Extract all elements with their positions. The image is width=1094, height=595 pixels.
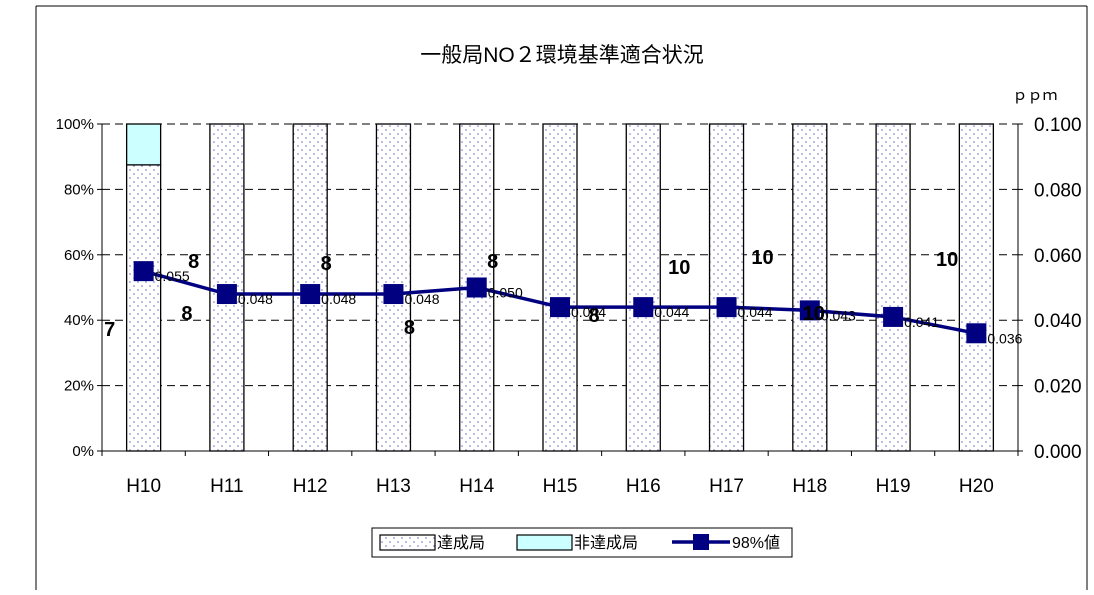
line-value-label: 0.055 — [155, 268, 190, 284]
line-value-label: 0.050 — [488, 285, 523, 301]
data-labels: 0.055 0.048 0.048 0.048 0.050 0.044 0.044 0.044… — [104, 247, 1023, 346]
station-count-label: 10 — [936, 249, 958, 271]
legend-label-98: 98%値 — [732, 534, 780, 552]
station-count-label: 8 — [487, 251, 498, 273]
line-point — [133, 261, 154, 282]
station-count-label: 8 — [188, 251, 199, 273]
x-tick-label: H10 — [126, 476, 161, 497]
legend: 達成局 非達成局 98%値 — [371, 527, 793, 558]
legend-swatch-not-achieved — [516, 534, 573, 551]
axes: 0% 20% 40% 60% 80% 100% 0.000 0.020 0.040 0.060 0.… — [56, 115, 1082, 497]
x-tick-label: H18 — [792, 476, 827, 497]
line-point — [300, 284, 321, 305]
bar-achieved — [542, 123, 578, 452]
y-left-tick-label: 100% — [56, 116, 94, 133]
bar-achieved — [625, 123, 661, 452]
x-tick-label: H11 — [210, 476, 243, 497]
y-right-tick-label: 0.020 — [1034, 377, 1082, 398]
line-point — [799, 300, 820, 321]
bar-achieved — [125, 164, 162, 452]
line-series — [133, 261, 987, 344]
y-right-tick-label: 0.000 — [1034, 442, 1082, 463]
y-left-tick-label: 0% — [72, 443, 94, 460]
legend-label-achieved: 達成局 — [437, 534, 485, 552]
station-count-label: 8 — [404, 317, 415, 339]
bar-achieved — [875, 123, 911, 452]
line-value-label: 0.041 — [904, 314, 939, 330]
station-count-label: 10 — [751, 247, 773, 269]
line-point — [883, 306, 904, 327]
bar-achieved — [708, 123, 745, 452]
line-value-label: 0.043 — [821, 307, 856, 323]
station-count-label: 10 — [668, 257, 690, 279]
line-point — [216, 284, 237, 305]
bar-achieved — [958, 123, 995, 452]
x-tick-label: H12 — [293, 476, 328, 497]
station-count-label: 10 — [803, 303, 825, 325]
bar-achieved — [792, 123, 828, 452]
line-value-label: 0.036 — [987, 330, 1022, 346]
line-point — [633, 297, 654, 318]
chart-title: 一般局NO２環境基準適合状況 — [420, 44, 704, 67]
y-left-tick-label: 80% — [64, 181, 94, 198]
line-point — [966, 323, 987, 344]
station-count-label: 10 — [803, 303, 825, 325]
y-right-tick-label: 0.060 — [1034, 246, 1082, 267]
x-tick-label: H13 — [376, 476, 411, 497]
y2-unit-label: ｐｐｍ — [1012, 87, 1057, 104]
y-right-tick-label: 0.040 — [1034, 311, 1082, 332]
legend-swatch-achieved — [379, 534, 436, 551]
y-left-tick-label: 20% — [64, 378, 94, 395]
line-value-label: 0.048 — [404, 291, 439, 307]
y-left-tick-label: 40% — [64, 312, 94, 329]
x-tick-label: H17 — [709, 476, 744, 497]
bars — [125, 123, 995, 452]
y-right-tick-label: 0.080 — [1034, 180, 1082, 201]
line-value-label: 0.044 — [654, 304, 689, 320]
station-count-label: 8 — [181, 303, 192, 325]
station-count-label: 8 — [321, 253, 332, 275]
line-value-label: 0.048 — [238, 291, 273, 307]
bar-not-achieved — [125, 123, 162, 166]
bar-achieved — [292, 123, 328, 452]
y-right-tick-label: 0.100 — [1034, 115, 1082, 136]
station-count-label: 7 — [104, 319, 115, 341]
line-point — [466, 277, 487, 298]
legend-marker-98 — [693, 534, 709, 550]
line-value-label: 0.048 — [321, 291, 356, 307]
x-tick-label: H20 — [959, 476, 994, 497]
line-value-label: 0.044 — [571, 304, 606, 320]
x-tick-label: H16 — [626, 476, 661, 497]
line-point — [716, 297, 737, 318]
x-tick-label: H19 — [876, 476, 911, 497]
y-left-tick-label: 60% — [64, 247, 94, 264]
legend-label-not-achieved: 非達成局 — [574, 534, 638, 552]
station-count-label: 8 — [588, 305, 599, 327]
x-tick-label: H15 — [543, 476, 578, 497]
line-point — [550, 297, 570, 318]
line-value-label: 0.044 — [738, 304, 773, 320]
x-tick-label: H14 — [459, 476, 494, 497]
line-point — [383, 284, 404, 305]
